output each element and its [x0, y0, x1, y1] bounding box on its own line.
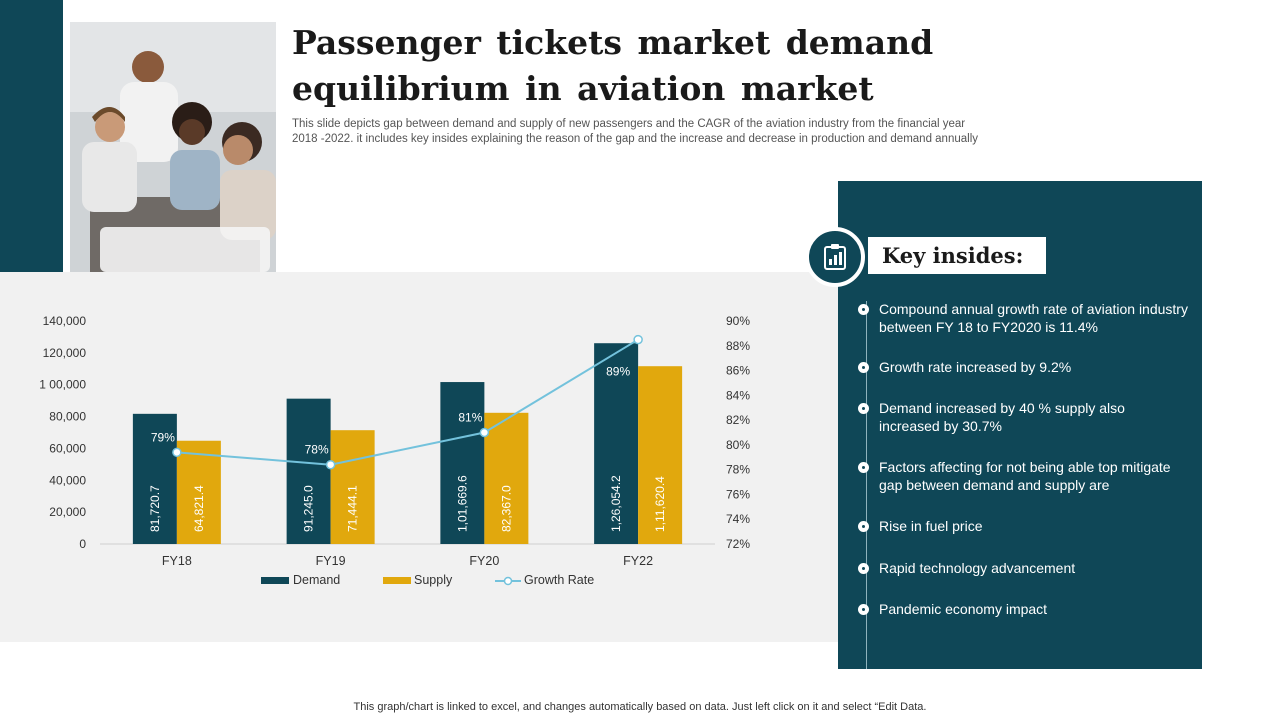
- insight-text: Compound annual growth rate of aviation …: [879, 301, 1188, 335]
- supply-data-label: 1,11,620.4: [653, 476, 667, 532]
- insight-text: Rise in fuel price: [879, 518, 983, 534]
- page-title: Passenger tickets market demand equilibr…: [292, 23, 934, 108]
- y-right-tick-label: 84%: [726, 388, 750, 402]
- y-left-tick-label: 60,000: [49, 441, 86, 455]
- insight-item: Factors affecting for not being able top…: [858, 458, 1188, 494]
- clipboard-chart-icon: [805, 227, 865, 287]
- growth-rate-point: [325, 459, 336, 470]
- demand-data-label: 81,720.7: [148, 485, 162, 532]
- x-tick-label: FY19: [316, 554, 346, 568]
- demand-bar: [594, 343, 639, 544]
- supply-data-label: 82,367.0: [499, 485, 513, 532]
- bullet-icon: [858, 521, 869, 532]
- growth-rate-data-label: 78%: [305, 443, 329, 457]
- y-left-tick-label: 140,000: [43, 314, 87, 328]
- insight-text: Factors affecting for not being able top…: [879, 459, 1171, 493]
- growth-rate-point: [172, 447, 182, 458]
- insight-item: Rise in fuel price: [858, 517, 1188, 535]
- y-right-tick-label: 90%: [726, 314, 750, 328]
- insight-text: Growth rate increased by 9.2%: [879, 359, 1072, 375]
- y-left-tick-label: 40,000: [49, 473, 86, 487]
- legend-supply-swatch: [383, 577, 411, 584]
- bullet-icon: [858, 563, 869, 574]
- demand-data-label: 91,245.0: [302, 485, 316, 532]
- y-right-tick-label: 78%: [726, 463, 750, 477]
- y-right-tick-label: 88%: [726, 339, 750, 353]
- team-photo-illustration: [70, 22, 276, 272]
- supply-bar: [176, 440, 221, 544]
- x-tick-label: FY22: [623, 554, 653, 568]
- legend-growth-label: Growth Rate: [524, 573, 594, 587]
- x-tick-label: FY18: [162, 554, 192, 568]
- y-right-tick-label: 76%: [726, 487, 750, 501]
- y-left-tick-label: 120,000: [43, 346, 87, 360]
- y-right-tick-label: 86%: [726, 364, 750, 378]
- growth-rate-data-label: 81%: [458, 411, 482, 425]
- left-accent-bar: [0, 0, 63, 272]
- supply-bar: [484, 412, 529, 544]
- growth-rate-point: [633, 334, 643, 345]
- demand-bar: [286, 398, 331, 544]
- y-left-tick-label: 20,000: [49, 505, 86, 519]
- legend-demand-swatch: [261, 577, 289, 584]
- growth-rate-data-label: 79%: [151, 430, 175, 444]
- insight-text: Pandemic economy impact: [879, 601, 1048, 617]
- growth-rate-line: [176, 338, 639, 466]
- page-description: This slide depicts gap between demand an…: [292, 118, 979, 145]
- y-right-tick-label: 80%: [726, 438, 750, 452]
- key-insights-list: Compound annual growth rate of aviation …: [838, 181, 1202, 669]
- legend-demand-label: Demand: [293, 573, 340, 587]
- team-photo: [70, 22, 276, 272]
- bullet-icon: [858, 462, 869, 473]
- key-insights-heading-box: Key insides:: [868, 237, 1046, 274]
- insight-item: Demand increased by 40 % supply also inc…: [858, 399, 1188, 435]
- y-right-tick-label: 82%: [726, 413, 750, 427]
- y-right-tick-label: 72%: [726, 537, 750, 551]
- y-left-tick-label: 80,000: [49, 410, 86, 424]
- insight-item: Compound annual growth rate of aviation …: [858, 300, 1188, 336]
- chart-container: 0 20,000 40,000 60,000 80,000 1 00,000 120,000…: [40, 300, 820, 620]
- supply-data-label: 71,444.1: [346, 485, 360, 532]
- combo-chart[interactable]: 0 20,000 40,000 60,000 80,000 1 00,000 120,000…: [40, 300, 820, 620]
- panel-divider-line: [866, 301, 867, 669]
- growth-rate-data-label: 89%: [606, 365, 630, 379]
- supply-bar: [638, 366, 683, 544]
- demand-bar: [440, 382, 485, 544]
- demand-data-label: 1,01,669.6: [455, 475, 469, 532]
- insight-item: Rapid technology advancement: [858, 559, 1188, 577]
- insight-item: Growth rate increased by 9.2%: [858, 358, 1188, 376]
- insight-item: Pandemic economy impact: [858, 600, 1188, 618]
- growth-rate-point: [479, 427, 490, 438]
- supply-bar: [330, 430, 375, 544]
- bullet-icon: [858, 403, 869, 414]
- demand-data-label: 1,26,054.2: [609, 475, 623, 532]
- footer-note: This graph/chart is linked to excel, and…: [353, 701, 927, 713]
- supply-data-label: 64,821.4: [192, 485, 206, 532]
- legend-growth-marker: [503, 576, 513, 586]
- insight-text: Demand increased by 40 % supply also inc…: [879, 400, 1125, 434]
- x-tick-label: FY20: [469, 554, 499, 568]
- y-right-tick-label: 74%: [726, 512, 750, 526]
- bullet-icon: [858, 304, 869, 315]
- legend-supply-label: Supply: [414, 573, 453, 587]
- key-insights-heading: Key insides:: [882, 243, 1024, 268]
- key-insights-panel: Key insides: Compound annual growth rate…: [805, 181, 1202, 669]
- demand-bar: [132, 413, 177, 544]
- insight-text: Rapid technology advancement: [879, 560, 1076, 576]
- bullet-icon: [858, 362, 869, 373]
- y-left-tick-label: 0: [79, 537, 86, 551]
- y-left-tick-label: 1 00,000: [40, 378, 86, 392]
- bullet-icon: [858, 604, 869, 615]
